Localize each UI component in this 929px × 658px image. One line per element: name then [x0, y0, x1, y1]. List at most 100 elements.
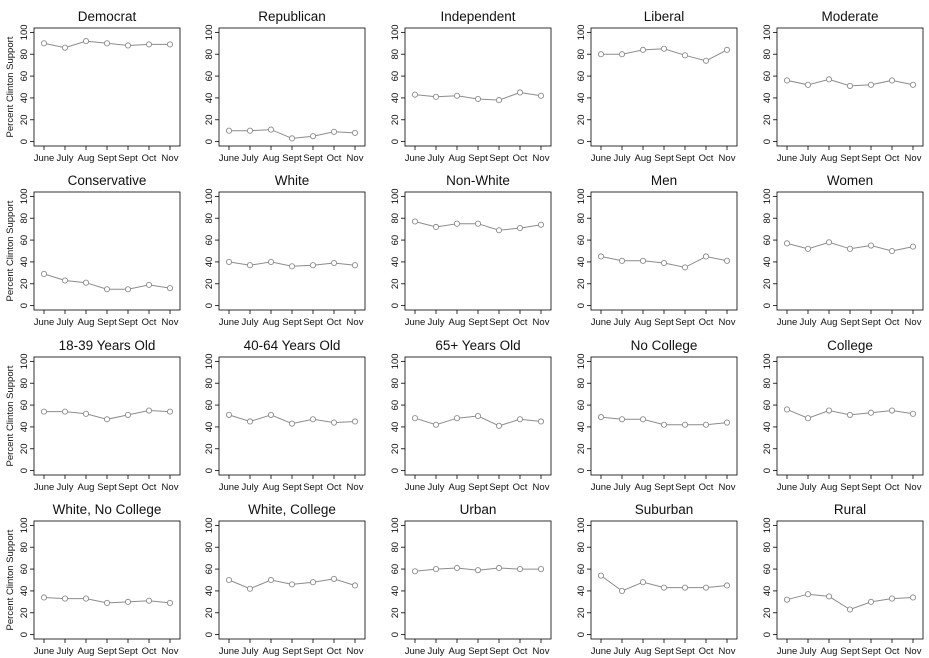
y-tick-label: 0: [762, 139, 773, 144]
x-tick-label: Aug: [821, 317, 838, 328]
x-tick-label: Nov: [162, 153, 179, 164]
data-point: [166, 599, 174, 606]
y-tick-label: 0: [576, 632, 587, 637]
y-tick-label: 100: [390, 24, 401, 40]
data-point: [453, 564, 461, 572]
data-point: [166, 285, 174, 292]
data-point: [411, 415, 419, 422]
data-point: [246, 262, 254, 269]
data-point: [225, 127, 233, 134]
x-tick-label: June: [777, 317, 798, 328]
y-tick-label: 40: [19, 586, 30, 597]
data-point: [246, 585, 254, 592]
y-tick-label: 20: [19, 114, 30, 125]
x-tick-label: Sept: [468, 482, 488, 493]
data-point: [597, 572, 605, 579]
data-point: [288, 420, 296, 427]
data-point: [453, 92, 461, 99]
x-tick-label: Nov: [905, 153, 922, 164]
data-point: [516, 416, 524, 423]
y-tick-label: 80: [762, 378, 773, 389]
x-tick-label: Sept: [303, 482, 323, 493]
plot-frame: [776, 520, 924, 640]
x-tick-label: Sept: [489, 153, 509, 164]
data-point: [40, 270, 48, 277]
x-tick-label: Aug: [78, 482, 95, 493]
data-point: [867, 242, 875, 249]
data-point: [639, 46, 647, 53]
data-point: [103, 40, 111, 47]
y-tick-label: 60: [204, 564, 215, 575]
x-tick-label: Oct: [885, 482, 900, 493]
y-tick-label: 80: [576, 49, 587, 60]
data-point: [597, 253, 605, 260]
y-tick-label: 20: [762, 443, 773, 454]
y-tick-label: 40: [19, 257, 30, 268]
x-tick-label: Aug: [78, 153, 95, 164]
x-tick-label: June: [219, 482, 240, 493]
data-point: [660, 259, 668, 267]
data-point: [330, 128, 338, 135]
x-tick-label: Aug: [263, 482, 280, 493]
data-point: [783, 240, 791, 247]
y-tick-label: 80: [576, 213, 587, 224]
x-tick-label: Oct: [327, 646, 342, 657]
data-point: [351, 129, 359, 136]
panel-title: White: [275, 173, 310, 188]
plot-frame: [404, 27, 552, 147]
y-axis-label: Percent Clinton Support: [5, 365, 16, 466]
y-tick-label: 100: [576, 517, 587, 533]
x-tick-label: Aug: [263, 153, 280, 164]
y-tick-label: 60: [576, 235, 587, 246]
data-point: [702, 421, 710, 428]
data-point: [40, 408, 48, 415]
data-point: [723, 46, 731, 53]
y-tick-label: 20: [204, 607, 215, 618]
data-point: [681, 584, 689, 591]
plot-frame: [404, 191, 552, 311]
y-tick-label: 40: [19, 93, 30, 104]
x-tick-label: July: [428, 646, 445, 657]
y-tick-label: 60: [762, 71, 773, 82]
y-tick-label: 20: [19, 278, 30, 289]
panel-title: Suburban: [635, 502, 694, 517]
x-tick-label: Nov: [719, 482, 736, 493]
plot-frame: [218, 520, 366, 640]
data-point: [495, 227, 503, 234]
data-point: [453, 220, 461, 227]
x-tick-label: July: [614, 317, 631, 328]
x-tick-label: July: [614, 482, 631, 493]
x-tick-label: Aug: [449, 482, 466, 493]
x-tick-label: Sept: [303, 317, 323, 328]
x-tick-label: Oct: [513, 482, 528, 493]
y-tick-label: 60: [576, 400, 587, 411]
x-tick-label: Aug: [635, 317, 652, 328]
x-tick-label: Nov: [905, 317, 922, 328]
x-tick-label: Sept: [468, 153, 488, 164]
y-tick-label: 60: [204, 235, 215, 246]
x-tick-label: June: [405, 317, 426, 328]
data-point: [846, 606, 854, 613]
data-point: [474, 220, 482, 227]
y-tick-label: 40: [390, 586, 401, 597]
plot-frame: [218, 191, 366, 311]
y-tick-label: 100: [390, 353, 401, 369]
x-tick-label: Sept: [840, 153, 860, 164]
y-tick-label: 0: [19, 139, 30, 144]
y-tick-label: 80: [762, 49, 773, 60]
x-tick-label: Sept: [303, 646, 323, 657]
panel-title: Conservative: [68, 173, 147, 188]
y-tick-label: 20: [762, 607, 773, 618]
data-point: [537, 418, 545, 425]
x-tick-label: Sept: [861, 153, 881, 164]
x-tick-label: July: [614, 153, 631, 164]
data-point: [82, 410, 90, 417]
x-tick-label: Sept: [861, 317, 881, 328]
panel-title: College: [827, 338, 873, 353]
data-point: [82, 38, 90, 45]
x-tick-label: Nov: [347, 646, 364, 657]
